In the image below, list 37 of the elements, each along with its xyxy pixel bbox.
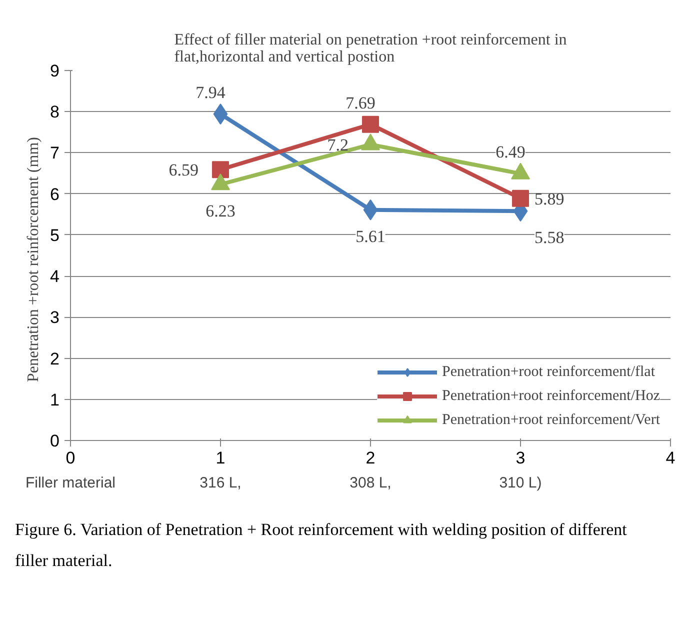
y-tick-label: 9 bbox=[50, 62, 60, 80]
x-tick-label: 4 bbox=[666, 448, 676, 468]
y-tick-label: 3 bbox=[50, 308, 60, 328]
point bbox=[212, 161, 229, 178]
x-axis-title: Filler material bbox=[25, 474, 116, 492]
point bbox=[362, 116, 379, 133]
y-tick-label: 0 bbox=[50, 432, 60, 450]
x-tick-label: 3 bbox=[516, 448, 526, 468]
x-tick-label: 1 bbox=[216, 448, 226, 468]
y-tick-label: 8 bbox=[50, 102, 60, 122]
y-axis-title: Penetration +root reinforcement (mm) bbox=[25, 137, 42, 382]
y-tick-label: 2 bbox=[50, 349, 60, 368]
x-tick-label: 2 bbox=[366, 448, 376, 468]
legend-label: Penetration+root reinforcement/Hoz bbox=[442, 388, 660, 404]
data-label: 5.58 bbox=[534, 228, 564, 248]
data-label: 7.94 bbox=[196, 83, 226, 102]
legend-label: Penetration+root reinforcement/Vert bbox=[442, 412, 660, 428]
caption: Figure 6. Variation of Penetration + Root reinforcement with welding position of different filler material. bbox=[15, 519, 628, 572]
text: 308 L, bbox=[350, 474, 392, 492]
data-label: 7.2 bbox=[327, 136, 348, 154]
y-tick-label: 1 bbox=[50, 390, 60, 410]
chart-title: Effect of filler material on penetration +root reinforcement in flat,horizontal and vertical postion bbox=[174, 32, 567, 66]
x-tick-label: 0 bbox=[66, 448, 76, 468]
legend-label: Penetration+root reinforcement/flat bbox=[442, 364, 655, 380]
y-tick-label: 5 bbox=[50, 226, 60, 245]
data-label: 7.69 bbox=[346, 93, 376, 112]
data-label: 6.59 bbox=[168, 160, 198, 180]
point bbox=[512, 190, 529, 207]
text: 316 L, bbox=[200, 474, 242, 492]
data-label: 6.49 bbox=[496, 142, 526, 162]
data-label: 6.23 bbox=[206, 201, 236, 220]
y-tick-label: 4 bbox=[50, 267, 60, 286]
data-label: 5.61 bbox=[356, 226, 386, 246]
data-label: 5.89 bbox=[534, 189, 564, 208]
text: 310 L) bbox=[499, 474, 542, 492]
y-tick-label: 6 bbox=[50, 184, 60, 204]
y-tick-label: 7 bbox=[50, 144, 60, 163]
